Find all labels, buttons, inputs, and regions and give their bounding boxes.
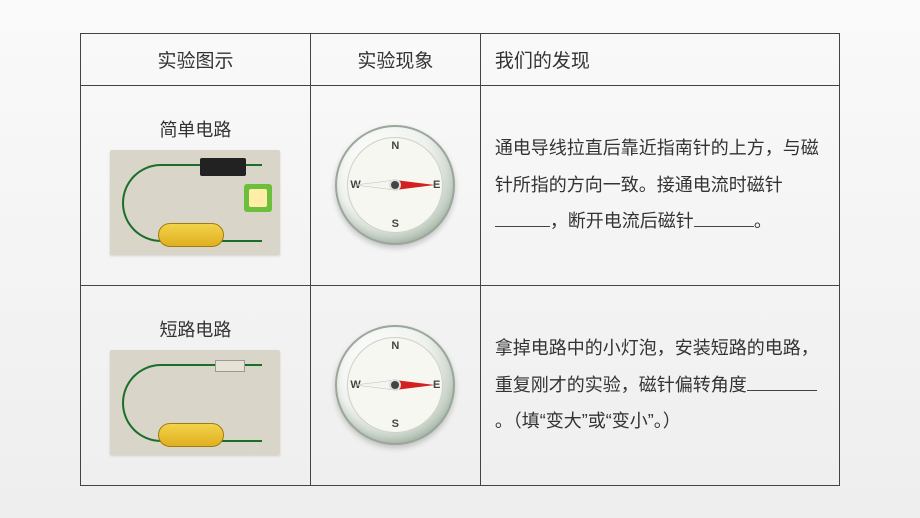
cell-phenomenon-1: N S E W [310,85,480,285]
bulb-holder-icon [244,184,272,212]
finding1-part1: 通电导线拉直后靠近指南针的上方，与磁针所指的方向一致。接通电流时磁针 [495,138,819,195]
compass-n-label: N [391,140,399,152]
component-block-icon [200,158,246,176]
circuit-photo-simple [110,150,280,255]
cell-diagram-2: 短路电路 [81,285,311,485]
header-col1: 实验图示 [81,33,311,85]
finding2-part2: 。（填“变大”或“变小”。） [495,411,681,431]
switch-icon [215,360,245,372]
cell-finding-2: 拿掉电路中的小灯泡，安装短路的电路，重复刚才的实验，磁针偏转角度。（填“变大”或… [480,285,839,485]
blank-2a[interactable] [747,373,817,391]
compass-s-label: S [392,218,399,230]
header-col2: 实验现象 [310,33,480,85]
battery-icon [158,223,224,247]
compass-s-label: S [392,418,399,430]
caption-1: 简单电路 [95,116,296,142]
experiment-table: 实验图示 实验现象 我们的发现 简单电路 N S E W [80,33,840,486]
finding-text-1: 通电导线拉直后靠近指南针的上方，与磁针所指的方向一致。接通电流时磁针 ，断开电流后… [495,130,825,241]
cell-diagram-1: 简单电路 [81,85,311,285]
finding-text-2: 拿掉电路中的小灯泡，安装短路的电路，重复刚才的实验，磁针偏转角度。（填“变大”或… [495,330,825,441]
cell-finding-1: 通电导线拉直后靠近指南针的上方，与磁针所指的方向一致。接通电流时磁针 ，断开电流后… [480,85,839,285]
blank-1a[interactable] [495,209,550,227]
circuit-photo-short [110,350,280,455]
header-col3: 我们的发现 [480,33,839,85]
caption-2: 短路电路 [95,316,296,342]
header-row: 实验图示 实验现象 我们的发现 [81,33,840,85]
cell-phenomenon-2: N S E W [310,285,480,485]
finding1-part2: ，断开电流后磁针 [550,211,694,231]
finding1-part3: 。 [754,211,772,231]
battery-icon [158,423,224,447]
compass-pivot-icon [391,181,399,189]
compass-n-label: N [391,340,399,352]
compass-pivot-icon [391,381,399,389]
row-simple-circuit: 简单电路 N S E W [81,85,840,285]
compass-icon: N S E W [335,325,455,445]
row-short-circuit: 短路电路 N S E W [81,285,840,485]
compass-icon: N S E W [335,125,455,245]
blank-1b[interactable] [694,209,754,227]
